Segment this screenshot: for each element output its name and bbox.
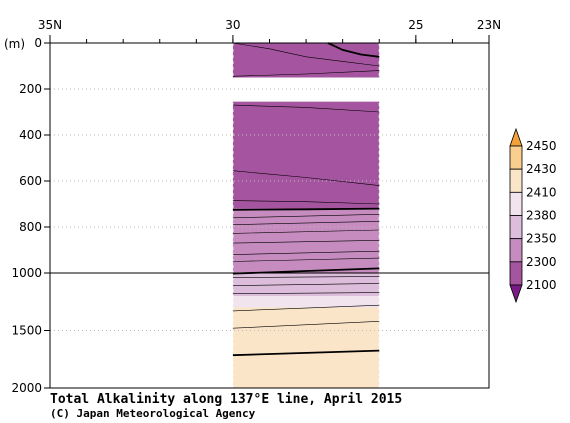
contour-line-5 bbox=[232, 200, 380, 205]
x-tick-label: 35N bbox=[38, 18, 62, 32]
y-tick-label: 0 bbox=[34, 36, 42, 50]
contour-line-19 bbox=[232, 349, 380, 357]
credit-text: (C) Japan Meteorological Agency bbox=[50, 407, 256, 420]
y-tick-label: 1500 bbox=[11, 324, 42, 338]
colorbar-label: 2100 bbox=[526, 278, 557, 292]
colorbar-extend-top bbox=[509, 127, 523, 147]
contour-line-8 bbox=[232, 221, 380, 225]
y-tick-label: 2000 bbox=[11, 381, 42, 395]
contour-line-15 bbox=[232, 283, 380, 286]
contour-line-1 bbox=[327, 42, 380, 58]
contour-line-14 bbox=[232, 276, 380, 278]
chart-title: Total Alkalinity along 137°E line, April… bbox=[50, 392, 402, 407]
contour-line-7 bbox=[232, 214, 380, 219]
contour-line-10 bbox=[232, 240, 380, 244]
y-tick-label: 400 bbox=[19, 128, 42, 142]
contour-line-9 bbox=[232, 229, 380, 234]
contour-line-17 bbox=[232, 304, 380, 312]
y-axis: 0 200 400 600 800 1000 1500 2000 bbox=[11, 36, 50, 395]
contour-line-0 bbox=[232, 42, 380, 67]
fill-band-5 bbox=[232, 307, 380, 388]
colorbar-segment-1 bbox=[509, 168, 523, 193]
contour-fill-layer bbox=[232, 43, 380, 388]
colorbar-label: 2380 bbox=[526, 209, 557, 223]
colorbar-label: 2430 bbox=[526, 162, 557, 176]
colorbar-label: 2450 bbox=[526, 139, 557, 153]
contour-line-18 bbox=[232, 321, 380, 329]
fill-band-0 bbox=[232, 43, 380, 78]
colorbar-extend-bottom bbox=[509, 284, 523, 304]
colorbar-label: 2410 bbox=[526, 185, 557, 199]
x-tick-label: 30 bbox=[225, 18, 240, 32]
contour-line-3 bbox=[232, 104, 380, 113]
colorbar-segment-2 bbox=[509, 191, 523, 216]
contour-line-6 bbox=[232, 207, 380, 211]
contour-line-11 bbox=[232, 250, 380, 255]
y-tick-label: 200 bbox=[19, 82, 42, 96]
colorbar-segment-3 bbox=[509, 215, 523, 240]
colorbar-segment-4 bbox=[509, 238, 523, 263]
x-tick-label: 23N bbox=[477, 18, 501, 32]
contour-line-4 bbox=[232, 170, 380, 186]
y-tick-label: 800 bbox=[19, 220, 42, 234]
y-tick-label: 600 bbox=[19, 174, 42, 188]
colorbar-segment-5 bbox=[509, 261, 523, 286]
contour-line-16 bbox=[232, 292, 380, 295]
colorbar: 2100 2300 2350 2380 2410 2430 2450 bbox=[509, 127, 557, 304]
fill-band-4 bbox=[232, 296, 380, 308]
y-tick-label: 1000 bbox=[11, 266, 42, 280]
contour-line-2 bbox=[232, 70, 380, 77]
depth-unit-label: (m) bbox=[4, 37, 25, 51]
colorbar-label: 2300 bbox=[526, 255, 557, 269]
fill-band-1 bbox=[232, 101, 380, 209]
x-axis: 35N 30 25 23N bbox=[38, 18, 501, 43]
contour-line-12 bbox=[232, 257, 380, 262]
colorbar-segment-0 bbox=[509, 145, 523, 170]
x-tick-label: 25 bbox=[408, 18, 423, 32]
colorbar-label: 2350 bbox=[526, 232, 557, 246]
